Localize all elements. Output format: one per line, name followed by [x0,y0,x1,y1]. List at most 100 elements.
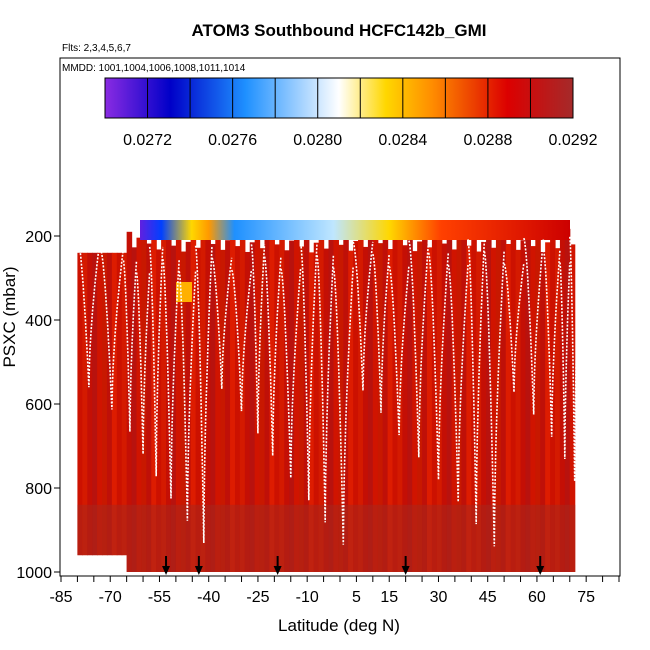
heatmap-cell [441,243,448,572]
heatmap-cell-lower [417,504,423,572]
heatmap-cell [422,231,428,573]
heatmap-cell-lower [486,504,492,572]
heatmap-cell [520,240,527,572]
colorbar-tick-label: 0.0284 [378,132,427,149]
heatmap-cell-lower [348,504,354,572]
heatmap-cell [82,252,88,556]
heatmap-cell-lower [422,504,428,572]
heatmap-cell-lower [190,504,197,572]
heatmap-cell-lower [102,504,108,556]
heatmap-cell [451,249,458,572]
heatmap-cell-lower [564,504,571,572]
heatmap-cell [338,244,344,572]
x-tick-label: -70 [99,589,122,606]
heatmap-cell [554,248,561,572]
heatmap-cell [431,237,438,572]
heatmap-cell [540,251,546,572]
heatmap-cell-lower [559,504,566,572]
heatmap-cell [559,238,566,572]
heatmap-cell [161,239,167,572]
x-tick-label: 45 [479,589,497,606]
heatmap-cell [545,242,551,573]
heatmap-cell-lower [180,504,187,572]
heatmap-cell [308,252,315,572]
heatmap-cell [284,250,290,572]
x-tick-label: -10 [296,589,319,606]
heatmap-cell [476,251,482,573]
heatmap-cell-lower [185,504,192,572]
heatmap-cell [313,242,320,572]
y-tick-label: 800 [25,481,52,498]
y-tick-label: 1000 [16,565,52,582]
heatmap-cell-lower [382,504,389,572]
heatmap-cell [102,252,108,556]
heatmap-cell [234,246,241,572]
x-tick-label: -85 [49,589,72,606]
heatmap-cell-lower [515,504,522,572]
heatmap-cell [392,239,399,573]
heatmap-cell-lower [353,504,359,572]
flight-arrow-head [194,566,203,575]
heatmap-cell-lower [530,504,536,572]
heatmap-cell-lower [106,504,113,556]
chart-title: ATOM3 Southbound HCFC142b_GMI [192,21,487,40]
heatmap-cell-lower [170,504,177,572]
profile-track [388,265,410,436]
heatmap-cell-lower [82,504,88,556]
profile-track [250,244,266,434]
heatmap-cell-lower [495,504,502,572]
heatmap-cell [500,228,507,572]
heatmap-cell-lower [569,504,576,572]
heatmap-cell-lower [333,504,339,572]
profile-track [483,251,505,547]
heatmap-cell-lower [136,504,143,572]
heatmap-cell-lower [308,504,315,572]
flight-arrow-head [401,566,410,575]
heatmap-cell [569,244,576,572]
colorbar-tick-label: 0.0272 [123,132,172,149]
x-tick-label: 60 [528,589,546,606]
heatmap-cell [156,249,162,572]
profile-track [523,237,545,415]
heatmap-cell [180,251,187,573]
flight-arrow-head [273,566,282,575]
flights-note: Flts: 2,3,4,5,6,7 [62,43,131,54]
heatmap-cell-lower [540,504,546,572]
heatmap-cell-lower [264,504,271,572]
heatmap-cell [495,238,502,572]
heatmap-cell-lower [338,504,344,572]
heatmap-cell-lower [412,504,418,572]
colorbar-dividers [147,78,531,118]
heatmap-cell-lower [166,504,172,572]
heatmap-cell-lower [92,504,98,556]
heatmap-cell-lower [545,504,551,572]
flight-arrows [162,556,545,575]
heatmap-cell-lower [318,504,325,572]
x-tick-label: 5 [352,589,361,606]
heatmap-cell [151,233,157,572]
heatmap-cell-lower [234,504,241,572]
heatmap-cell [225,240,231,572]
heatmap-layer [77,227,576,573]
heatmap-cell-lower [402,504,408,572]
heatmap-cell [230,230,236,573]
x-tick-label: -25 [246,589,269,606]
heatmap-cell-lower [175,504,182,572]
x-axis-label: Latitude (deg N) [278,616,400,635]
heatmap-cell [348,250,354,572]
heatmap-cell [92,252,98,556]
heatmap-cell [333,229,339,572]
heatmap-cell [205,228,211,572]
profile-track [230,269,253,412]
heatmap-cell-lower [294,504,300,572]
heatmap-cell [426,247,433,572]
heatmap-cell [87,252,93,556]
colorbar-tick-label: 0.0292 [549,132,598,149]
heatmap-cell [456,239,463,572]
heatmap-cell-lower [269,504,275,572]
heatmap-cell-lower [195,504,202,572]
heatmap-cell [121,252,128,556]
y-tick-label: 200 [25,229,52,246]
heatmap-cell [505,243,512,573]
heatmap-cell-lower [259,504,266,572]
